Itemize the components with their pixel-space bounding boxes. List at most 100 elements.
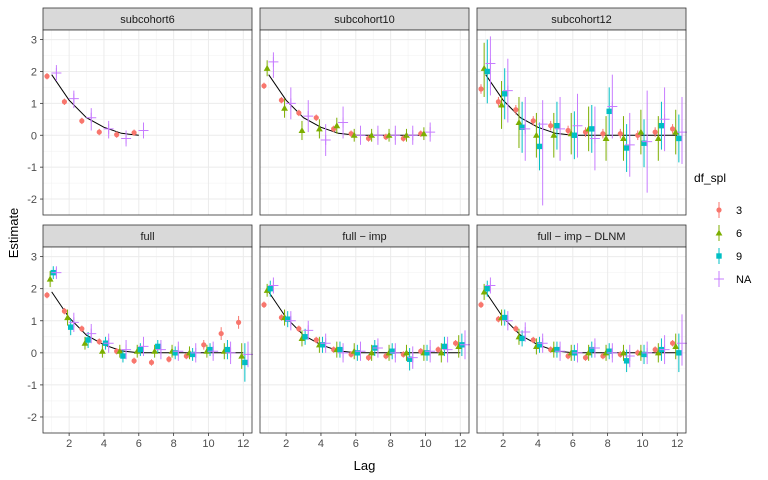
data-point	[46, 275, 54, 282]
legend-label: 3	[736, 205, 742, 217]
data-point	[137, 346, 144, 353]
legend-label: 6	[736, 228, 742, 240]
x-tick-label: 4	[535, 438, 541, 450]
data-point	[536, 342, 543, 348]
x-tick-label: 10	[419, 438, 431, 450]
data-point	[642, 136, 653, 147]
data-point	[672, 128, 680, 135]
data-point	[420, 130, 428, 137]
data-point	[320, 338, 331, 349]
data-point	[442, 344, 453, 355]
data-point	[485, 58, 496, 69]
facet-strip-title: subcohort12	[551, 14, 612, 26]
x-axis-title: Lag	[354, 458, 376, 473]
data-point	[572, 347, 583, 358]
panel-border	[259, 29, 470, 216]
facet-panel-1: subcohort6 -2 -1 0 1 2 3	[27, 7, 253, 216]
data-point	[513, 326, 519, 332]
data-point	[302, 334, 308, 340]
y-tick-label: 1	[31, 316, 37, 328]
data-point	[96, 339, 102, 345]
data-point	[151, 347, 159, 354]
data-point	[372, 130, 383, 141]
data-point	[315, 125, 323, 132]
data-point	[148, 359, 155, 366]
data-point	[67, 324, 74, 330]
data-point	[313, 337, 319, 343]
x-tick-label: 12	[671, 438, 683, 450]
data-point	[338, 117, 349, 128]
data-point	[669, 340, 676, 346]
data-point	[64, 314, 71, 321]
data-point	[407, 352, 418, 363]
data-point	[406, 356, 413, 362]
y-tick-label: -1	[27, 162, 37, 174]
data-point	[261, 83, 267, 89]
facet-panel-6: full − imp − DLNM 2 4 6 8 10 12	[476, 224, 687, 450]
data-point	[502, 315, 513, 326]
data-point	[173, 346, 184, 357]
panel-background	[477, 247, 686, 433]
data-point	[620, 349, 627, 356]
data-point	[676, 135, 682, 142]
data-point	[116, 347, 124, 354]
data-point	[155, 344, 166, 355]
data-point	[281, 104, 288, 111]
data-point	[263, 64, 271, 71]
data-point	[624, 139, 635, 150]
data-point	[85, 337, 91, 343]
y-tick-label: 2	[31, 284, 37, 296]
data-point	[313, 115, 319, 121]
data-point	[79, 118, 85, 124]
data-point	[519, 124, 525, 130]
x-tick-label: 8	[388, 438, 394, 450]
data-point	[284, 316, 291, 322]
data-point	[348, 131, 354, 137]
y-tick-label: -2	[27, 194, 37, 206]
data-point	[298, 127, 306, 134]
data-point	[550, 131, 558, 138]
data-point	[548, 123, 554, 129]
data-point	[350, 131, 358, 138]
y-tick-label: -2	[27, 412, 37, 424]
data-point	[51, 68, 62, 79]
data-point	[478, 86, 484, 92]
x-tick-label: 6	[353, 438, 359, 450]
data-point	[218, 330, 224, 337]
panel-border	[259, 246, 470, 434]
data-point	[654, 135, 662, 141]
y-tick-label: 0	[31, 130, 37, 142]
data-point	[520, 326, 531, 337]
data-point	[437, 349, 445, 356]
legend-key-marker	[716, 253, 722, 259]
panel-border	[42, 246, 253, 434]
x-tick-label: 12	[237, 438, 249, 450]
data-point	[452, 340, 459, 346]
data-point	[201, 342, 207, 348]
data-point	[79, 326, 85, 332]
data-point	[390, 347, 401, 358]
x-tick-label: 6	[136, 438, 142, 450]
data-point	[138, 125, 149, 136]
panel-background	[260, 247, 469, 433]
x-tick-label: 4	[101, 438, 107, 450]
x-tick-label: 12	[454, 438, 466, 450]
data-point	[261, 302, 267, 308]
x-tick-label: 2	[283, 438, 289, 450]
panel-background	[43, 247, 252, 433]
data-point	[390, 130, 401, 141]
panel-border	[476, 246, 687, 434]
y-tick-label: 3	[31, 35, 37, 47]
legend-title: df_spl	[694, 171, 726, 185]
data-point	[589, 126, 595, 132]
data-point	[602, 135, 610, 141]
data-point	[589, 346, 595, 353]
data-point	[98, 347, 106, 354]
data-point	[585, 349, 593, 356]
data-point	[572, 120, 583, 131]
x-tick-label: 4	[318, 438, 324, 450]
data-point	[81, 339, 89, 346]
data-point	[155, 343, 161, 350]
data-point	[658, 122, 665, 129]
data-point	[166, 356, 172, 362]
